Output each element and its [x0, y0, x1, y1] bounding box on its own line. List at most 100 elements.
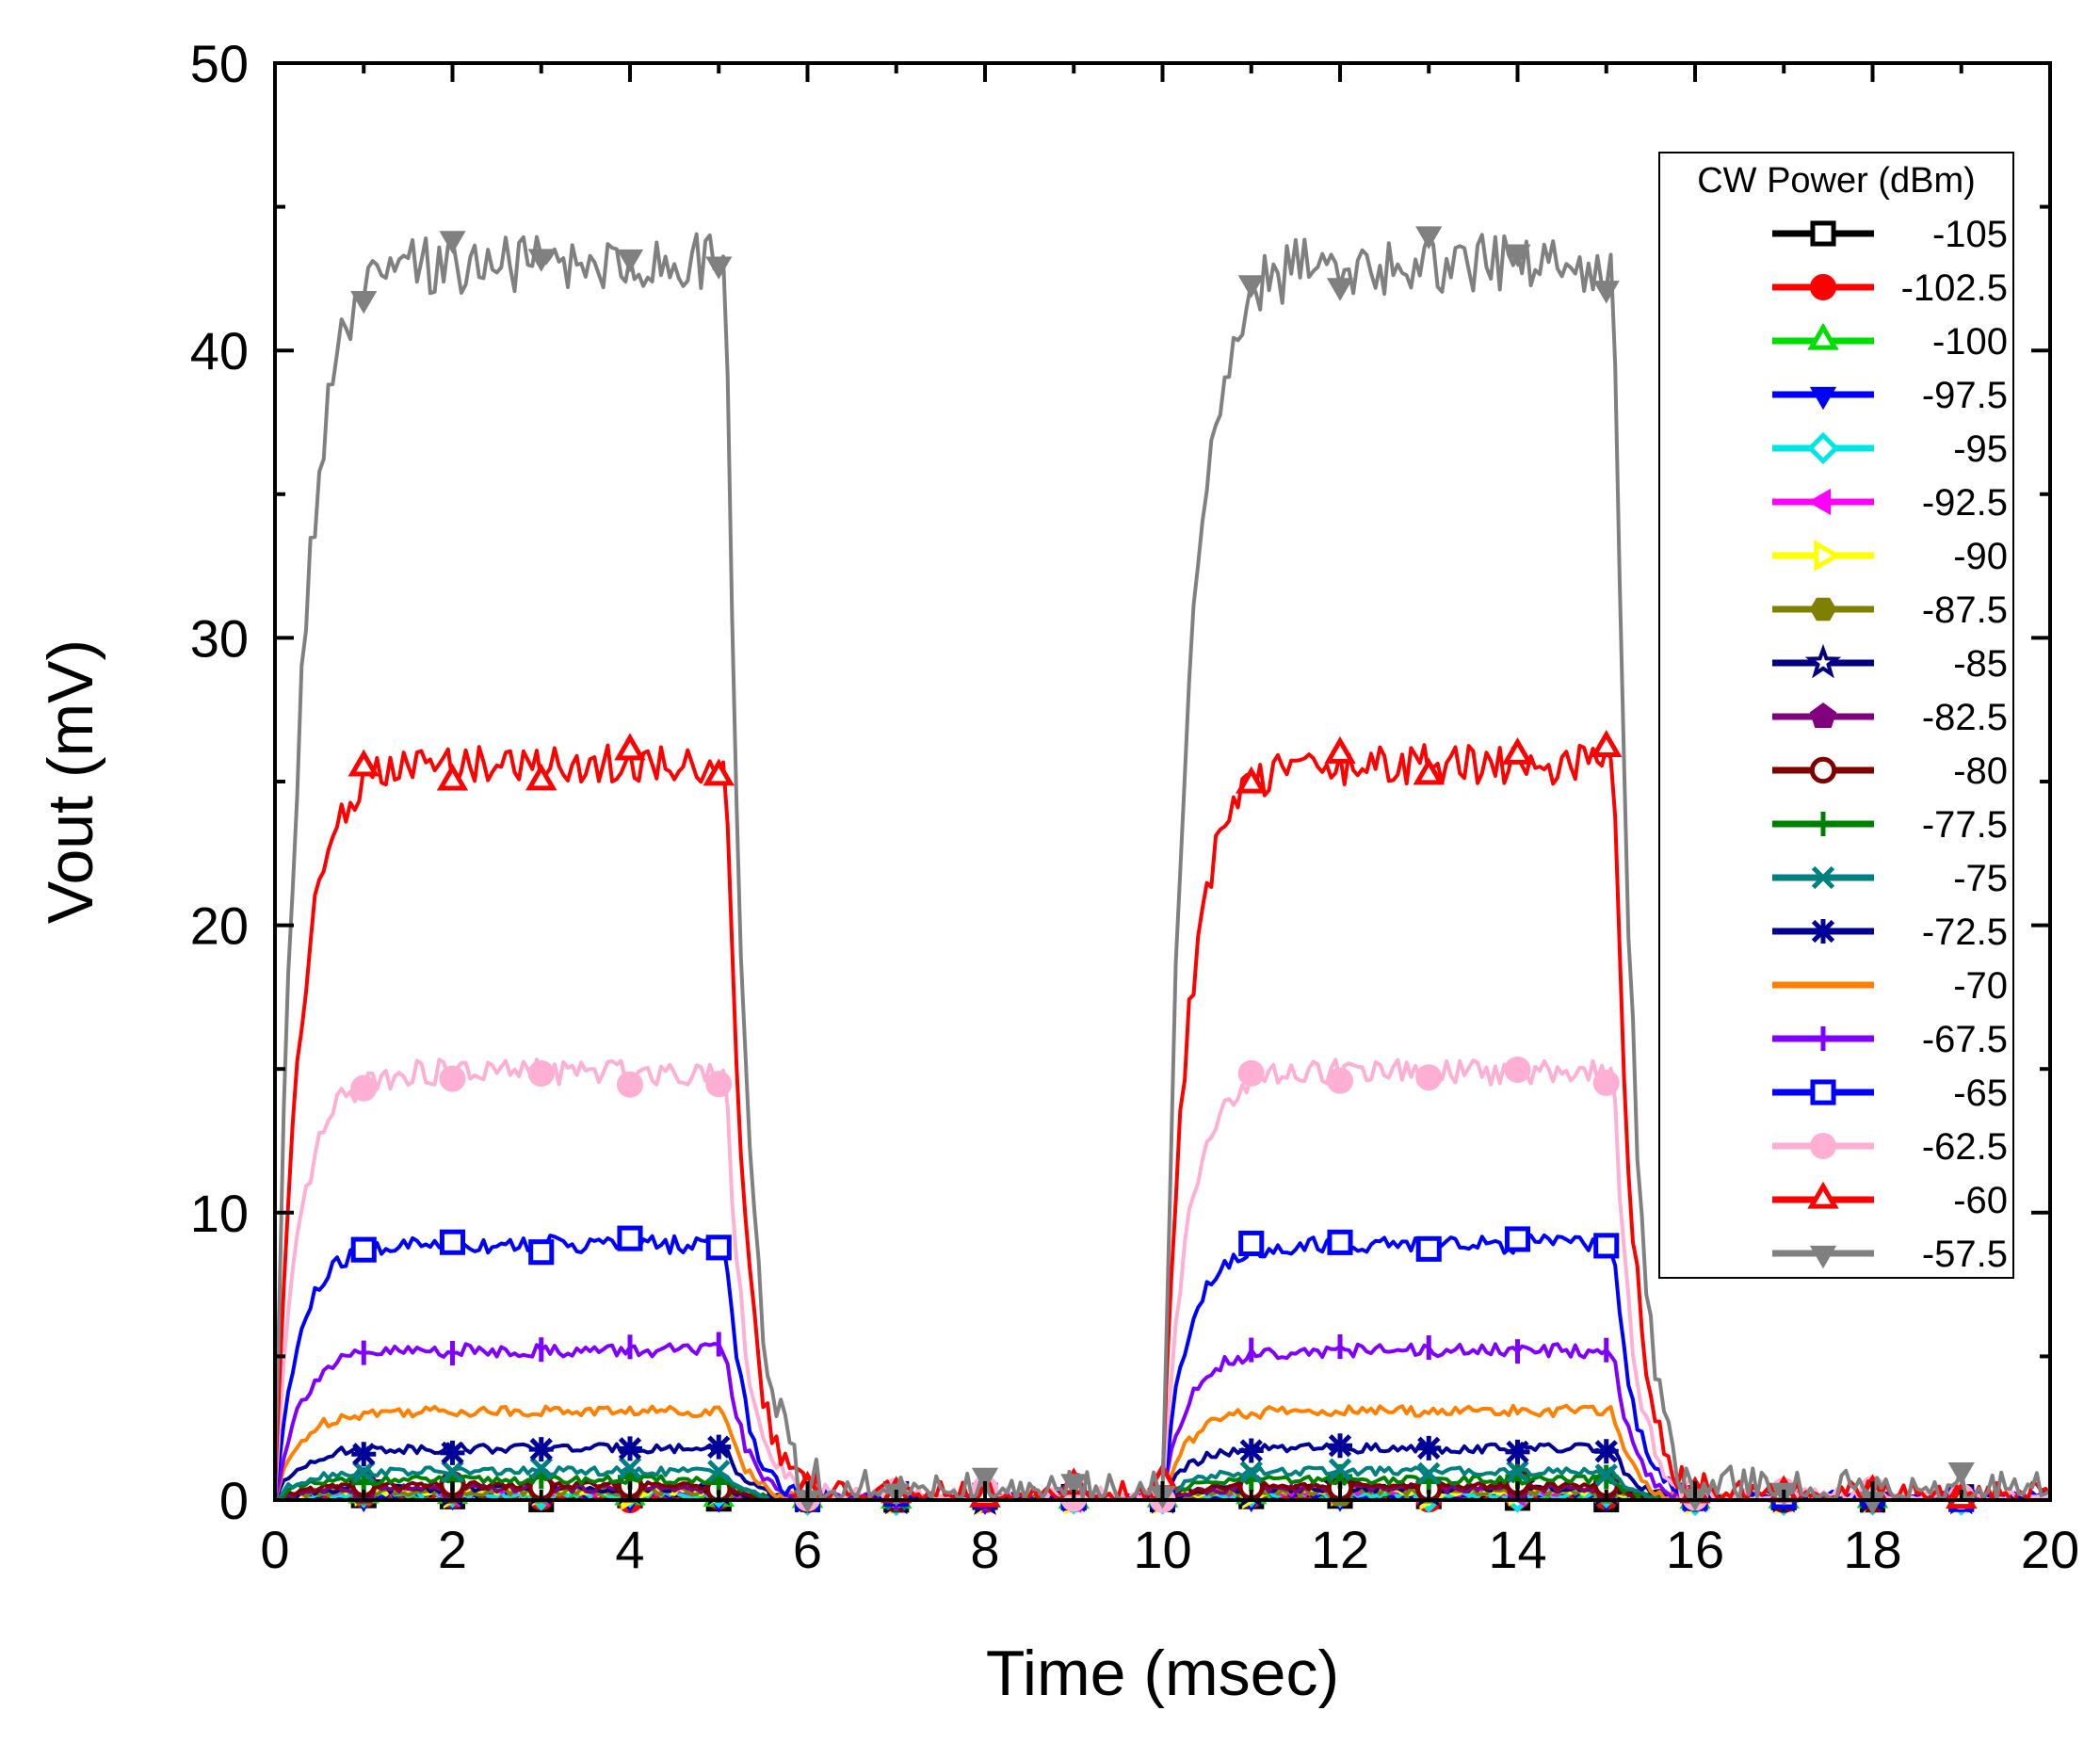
data-point [1417, 1461, 1441, 1486]
legend-entry: -70 [1772, 965, 2008, 1007]
data-point [1505, 1439, 1530, 1464]
data-point [352, 1461, 376, 1484]
data-point [1237, 1059, 1265, 1087]
data-point [616, 249, 644, 273]
data-point [439, 231, 466, 254]
data-point [1504, 1226, 1531, 1252]
y-axis-title: Vout (mV) [35, 639, 106, 924]
data-point [529, 1457, 553, 1480]
legend-swatch-marker [1810, 1079, 1836, 1106]
data-point [1504, 244, 1531, 268]
data-point [703, 758, 735, 786]
data-point [705, 256, 733, 280]
legend-swatch-marker [1810, 1133, 1836, 1159]
legend-label: -77.5 [1922, 804, 2008, 846]
legend-label: -60 [1953, 1180, 2008, 1221]
data-point [350, 1236, 377, 1263]
legend-label: -95 [1953, 428, 2008, 470]
data-point [350, 1074, 378, 1102]
data-point [527, 249, 555, 272]
legend-label: -90 [1953, 536, 2008, 577]
y-tick-label: 20 [190, 896, 249, 956]
data-point [1328, 1458, 1352, 1481]
legend-label: -100 [1932, 321, 2008, 363]
x-tick-label: 14 [1488, 1520, 1546, 1579]
data-point [1416, 1435, 1442, 1461]
legend-swatch-marker [1809, 597, 1837, 621]
legend-label: -57.5 [1922, 1234, 2008, 1275]
legend-label: -72.5 [1922, 912, 2008, 953]
data-point [1592, 281, 1620, 304]
legend-swatch-marker [1814, 540, 1842, 572]
legend-swatch-marker [1809, 1245, 1837, 1269]
legend-entry: -72.5 [1772, 912, 2008, 953]
legend-label: -75 [1953, 858, 2008, 899]
data-point [618, 1436, 642, 1461]
y-tick-label: 10 [190, 1184, 249, 1243]
legend-entry: -60 [1772, 1180, 2008, 1221]
data-point [528, 1239, 555, 1266]
legend-entry: -90 [1772, 536, 2008, 577]
data-point [1238, 1230, 1265, 1257]
legend-entry: -62.5 [1772, 1126, 2008, 1168]
legend-label: -67.5 [1922, 1019, 2008, 1060]
axis-layer: 0 2 4 6 8 10 12 14 16 18 20 0 10 20 30 40 50 [190, 34, 2079, 1579]
legend-swatch-marker [1807, 1181, 1839, 1209]
legend-entry: -105 [1772, 214, 2008, 255]
legend-swatch-marker [1809, 702, 1837, 729]
legend-swatch-marker [1807, 488, 1832, 516]
data-point [705, 1235, 732, 1261]
legend-label: -82.5 [1922, 697, 2008, 738]
data-point [618, 1456, 642, 1480]
x-tick-label: 18 [1843, 1520, 1901, 1579]
data-point [1594, 1463, 1618, 1487]
data-point [1237, 275, 1265, 299]
data-point [1501, 736, 1534, 765]
legend-swatch-marker [1811, 865, 1835, 890]
data-point [439, 1229, 466, 1255]
data-point [1328, 1433, 1352, 1459]
data-point [1415, 1235, 1442, 1262]
legend-swatch-marker [1810, 274, 1836, 300]
x-axis-title: Time (msec) [986, 1638, 1339, 1709]
legend-swatch-marker [1804, 643, 1842, 679]
legend-label: -85 [1953, 643, 2008, 685]
data-point [436, 763, 469, 791]
data-point [1593, 1233, 1620, 1259]
data-point [1327, 1229, 1353, 1255]
legend-swatch-marker [1811, 919, 1835, 944]
data-point [705, 1071, 733, 1098]
data-point [350, 290, 378, 315]
legend-swatch-marker [1811, 812, 1835, 836]
legend-label: -105 [1932, 214, 2008, 255]
legend-entry: -102.5 [1772, 267, 2008, 309]
legend-label: -102.5 [1901, 267, 2008, 309]
data-point [1327, 1067, 1353, 1094]
data-point [1415, 1064, 1443, 1091]
legend-label: -65 [1953, 1073, 2008, 1114]
legend-entry: -77.5 [1772, 804, 2008, 846]
legend-entry: -57.5 [1772, 1234, 2008, 1275]
data-point [525, 763, 557, 791]
data-point [441, 1460, 464, 1483]
data-point [1324, 735, 1356, 764]
legend-label: -80 [1953, 750, 2008, 792]
legend-entry: -97.5 [1772, 375, 2008, 416]
legend-entry: -95 [1772, 428, 2008, 470]
data-point [617, 1071, 643, 1098]
legend-label: -97.5 [1922, 375, 2008, 416]
data-point [1506, 1460, 1529, 1483]
legend-entry: -92.5 [1772, 482, 2008, 524]
legend-entry: -85 [1772, 643, 2008, 685]
legend-swatch-marker [1806, 431, 1840, 465]
data-point [1060, 1474, 1088, 1497]
data-point [351, 1442, 377, 1467]
x-tick-label: 10 [1133, 1520, 1191, 1579]
legend-swatch-marker [1807, 322, 1839, 350]
data-point [1592, 1069, 1620, 1096]
x-tick-label: 2 [438, 1520, 467, 1579]
data-point [439, 1065, 466, 1092]
legend-label: -70 [1953, 965, 2008, 1007]
